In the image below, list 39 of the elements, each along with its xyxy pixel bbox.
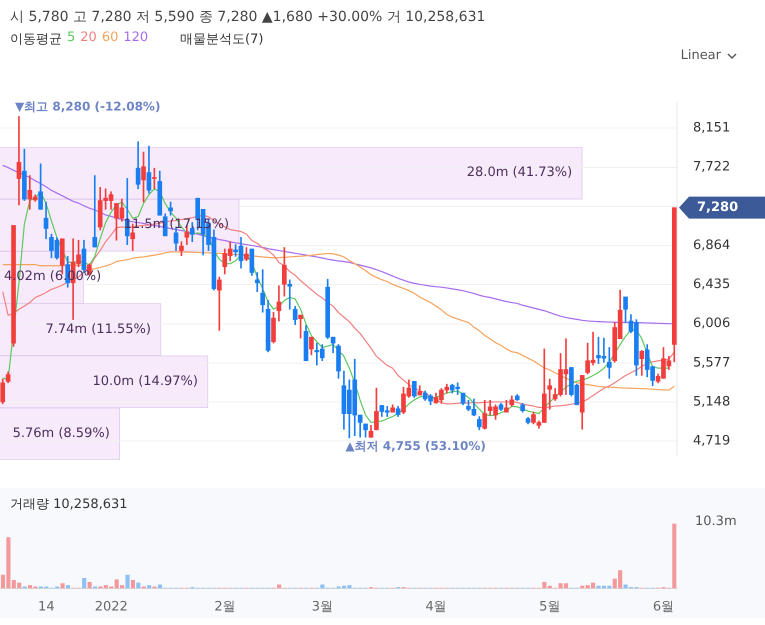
legend-title: 이동평균 bbox=[10, 31, 62, 48]
x-tick-label: 2022 bbox=[94, 600, 128, 615]
annotation: ▲최저 4,755 (53.10%) bbox=[345, 439, 486, 454]
annotation: ▼최고 8,280 (-12.08%) bbox=[14, 100, 160, 114]
bar bbox=[82, 578, 86, 588]
y-tick-label: 4,719 bbox=[693, 434, 730, 449]
data-label: 7.74m (11.55%) bbox=[45, 320, 151, 339]
text: 5 bbox=[67, 30, 76, 47]
text: 20 bbox=[80, 30, 97, 47]
y-tick-label: 5,148 bbox=[693, 394, 730, 410]
bar bbox=[125, 574, 130, 588]
text: 7,280 bbox=[697, 200, 738, 216]
bar bbox=[88, 582, 92, 588]
y-tick-label: 7,722 bbox=[693, 160, 730, 175]
data-label: 28.0m (41.73%) bbox=[466, 164, 572, 182]
y-tick-label: 6,006 bbox=[693, 316, 730, 332]
y-tick-label: 5,577 bbox=[693, 355, 730, 370]
x-tick-label: 5월 bbox=[539, 600, 560, 615]
chart-title: 매물분석도(7) bbox=[180, 31, 264, 48]
bar bbox=[672, 524, 676, 588]
bar bbox=[130, 580, 135, 588]
y-tick-label: 8,151 bbox=[693, 120, 730, 136]
x-tick-label: 6월 bbox=[652, 600, 674, 615]
text: 10.3m bbox=[695, 514, 737, 529]
x-tick-label: 4월 bbox=[425, 600, 447, 615]
x-tick-label: 3월 bbox=[312, 600, 334, 615]
x-tick-label: 14 bbox=[38, 600, 55, 615]
chart-title: 시 5,780 고 7,280 저 5,590 종 7,280 ▲1,680 +30.00% 거 10,258,631 bbox=[10, 8, 486, 26]
y-tick-label: 6,435 bbox=[693, 277, 730, 292]
data-label: 5.76m (8.59%) bbox=[12, 424, 110, 443]
bar bbox=[136, 582, 140, 588]
x-tick-label: 2월 bbox=[214, 600, 236, 615]
chart-title: 거래량 10,258,631 bbox=[10, 496, 128, 513]
bar bbox=[60, 583, 65, 588]
data-label: 10.0m (14.97%) bbox=[92, 372, 198, 391]
text: Linear bbox=[680, 48, 721, 63]
text: 60 bbox=[102, 30, 118, 47]
text: 120 bbox=[123, 30, 148, 47]
y-tick-label: 6,864 bbox=[693, 238, 730, 253]
